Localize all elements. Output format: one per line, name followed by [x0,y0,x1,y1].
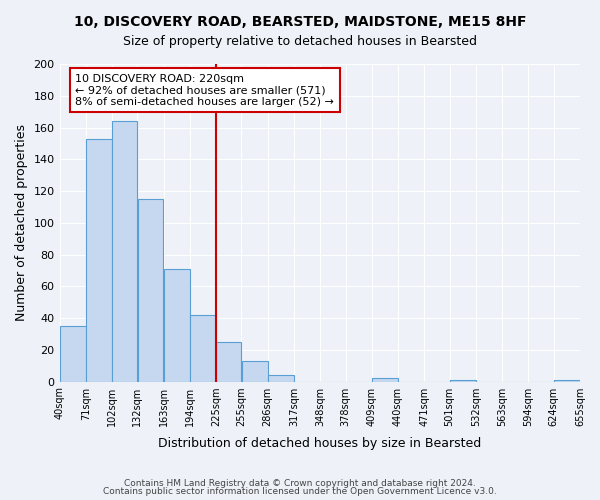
Bar [450,380,476,382]
Bar [268,375,294,382]
Bar [554,380,580,382]
Text: 10 DISCOVERY ROAD: 220sqm
← 92% of detached houses are smaller (571)
8% of semi-: 10 DISCOVERY ROAD: 220sqm ← 92% of detac… [75,74,334,106]
Text: Contains public sector information licensed under the Open Government Licence v3: Contains public sector information licen… [103,487,497,496]
Bar [112,121,137,382]
Bar [164,269,190,382]
Bar [242,361,268,382]
Bar [190,315,216,382]
Bar [137,199,163,382]
Bar [86,138,112,382]
Text: Size of property relative to detached houses in Bearsted: Size of property relative to detached ho… [123,35,477,48]
Text: Contains HM Land Registry data © Crown copyright and database right 2024.: Contains HM Land Registry data © Crown c… [124,478,476,488]
Y-axis label: Number of detached properties: Number of detached properties [15,124,28,322]
Text: 10, DISCOVERY ROAD, BEARSTED, MAIDSTONE, ME15 8HF: 10, DISCOVERY ROAD, BEARSTED, MAIDSTONE,… [74,15,526,29]
Bar [217,342,241,382]
Bar [372,378,398,382]
Bar [60,326,86,382]
X-axis label: Distribution of detached houses by size in Bearsted: Distribution of detached houses by size … [158,437,481,450]
